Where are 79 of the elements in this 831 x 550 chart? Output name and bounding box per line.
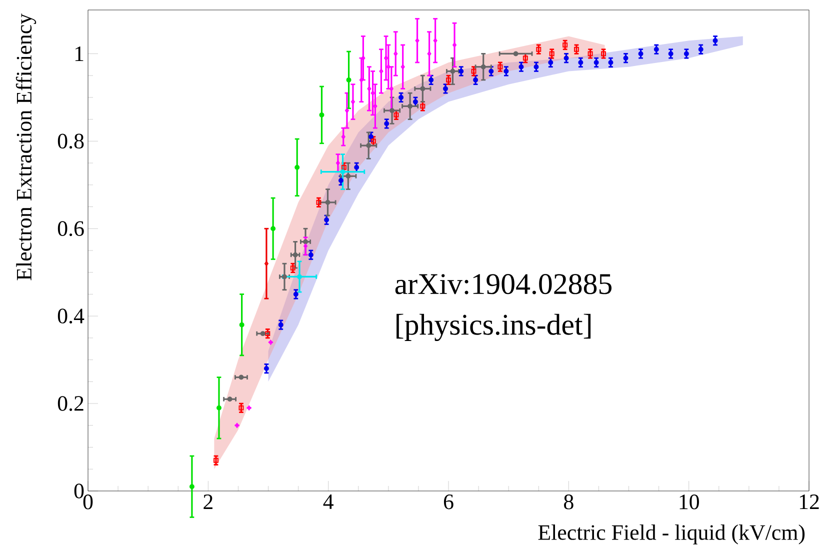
point: [473, 77, 478, 82]
point: [264, 366, 269, 372]
point: [623, 56, 628, 61]
x-tick-label: 8: [564, 494, 574, 510]
x-tick-label: 10: [680, 494, 699, 510]
x-tick-label: 6: [444, 494, 454, 510]
point: [341, 164, 346, 170]
point: [480, 64, 486, 70]
point: [638, 51, 644, 56]
point: [536, 46, 542, 52]
point: [189, 484, 194, 490]
point: [308, 252, 314, 258]
point: [408, 104, 413, 109]
point: [446, 77, 451, 82]
point: [574, 46, 579, 52]
point: [268, 340, 273, 345]
y-tick-label: 0: [74, 484, 84, 498]
point: [294, 164, 300, 170]
point: [297, 274, 302, 280]
point: [488, 68, 494, 74]
point: [450, 68, 456, 74]
point: [654, 46, 659, 52]
x-tick-label: 4: [323, 494, 334, 509]
point: [239, 322, 244, 328]
point: [684, 51, 689, 56]
point: [428, 77, 434, 82]
y-tick-label: 0.8: [58, 134, 84, 149]
point: [518, 64, 524, 70]
point: [668, 51, 674, 56]
y-tick-label: 0.2: [58, 396, 84, 411]
point: [270, 226, 276, 232]
point: [235, 422, 240, 428]
point: [548, 60, 554, 65]
x-tick-label: 2: [204, 494, 212, 510]
point: [420, 104, 426, 109]
point: [471, 68, 476, 74]
point: [601, 51, 606, 56]
point: [578, 60, 584, 65]
point: [594, 60, 599, 65]
point: [216, 405, 222, 410]
point: [504, 68, 509, 74]
y-axis-title: Electron Extraction Efficiency: [16, 14, 36, 280]
annotation: [physics.ins-det]: [396, 314, 591, 342]
point: [319, 112, 324, 118]
y-tick-label: 0.4: [58, 308, 84, 324]
point: [698, 46, 704, 52]
point: [293, 292, 298, 297]
point: [562, 42, 568, 48]
point: [278, 322, 284, 328]
point: [564, 56, 569, 61]
annotation: arXiv:1904.02885: [395, 274, 612, 294]
point: [324, 217, 330, 222]
point: [398, 94, 404, 100]
point: [394, 112, 399, 118]
point: [534, 64, 539, 70]
point: [588, 51, 593, 56]
point: [712, 38, 718, 44]
y-tick-label: 1: [75, 46, 84, 61]
point: [265, 331, 270, 336]
point: [238, 405, 244, 410]
point: [213, 458, 218, 463]
point: [412, 99, 418, 104]
point: [325, 200, 330, 205]
point: [247, 405, 252, 410]
point: [420, 86, 426, 92]
point: [608, 60, 614, 65]
point: [346, 174, 351, 179]
point: [549, 51, 554, 56]
point: [443, 86, 448, 92]
point: [338, 178, 344, 184]
point: [346, 77, 352, 82]
point: [354, 164, 360, 170]
point: [384, 121, 390, 126]
y-tick-label: 0.6: [58, 221, 84, 236]
point: [498, 64, 503, 70]
x-axis-title: Electric Field - liquid (kV/cm): [538, 524, 805, 544]
point: [366, 143, 372, 148]
point: [522, 56, 528, 61]
x-tick-label: 12: [800, 494, 819, 510]
